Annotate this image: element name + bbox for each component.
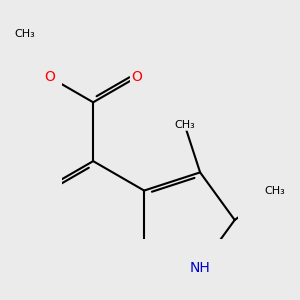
Text: CH₃: CH₃ [265, 186, 286, 196]
Text: NH: NH [190, 261, 211, 274]
Text: CH₃: CH₃ [174, 120, 195, 130]
Text: CH₃: CH₃ [14, 29, 35, 39]
Text: O: O [44, 70, 55, 84]
Text: O: O [131, 70, 142, 84]
